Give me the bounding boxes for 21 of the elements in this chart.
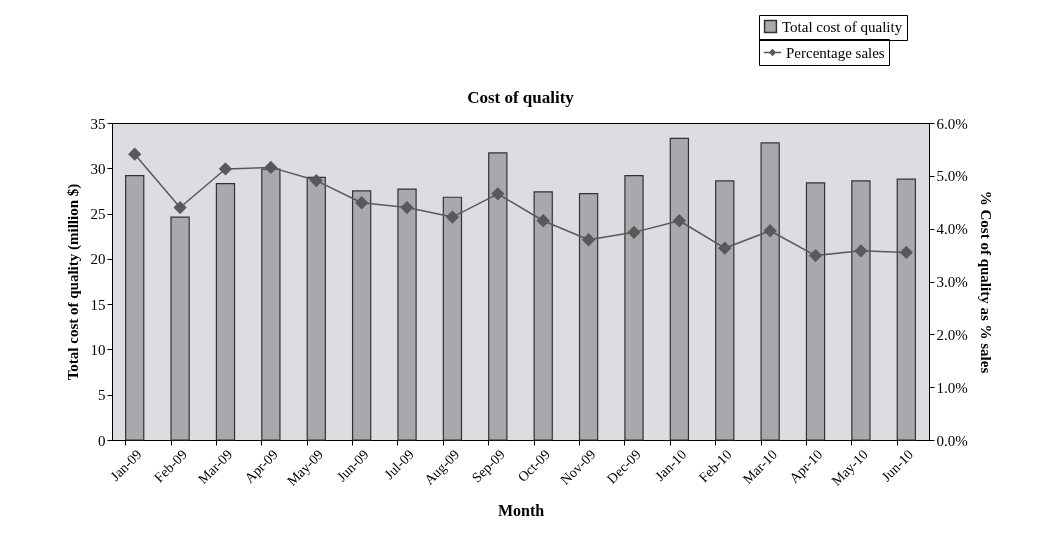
y2-tick-label: 0.0%: [936, 432, 968, 449]
y-tick-label: 5: [98, 387, 106, 404]
y-tick-label: 35: [90, 115, 106, 132]
y2-axis-title: % Cost of quality as % sales: [977, 190, 994, 374]
y-tick-label: 20: [90, 251, 106, 268]
y2-tick-label: 1.0%: [936, 379, 968, 396]
y-tick-label: 15: [90, 296, 106, 313]
legend-label: Percentage sales: [786, 44, 885, 61]
y2-tick-label: 5.0%: [936, 168, 968, 185]
y-tick-label: 30: [90, 160, 106, 177]
y-axis-title: Total cost of quality (million $): [64, 183, 82, 381]
chart-title: Cost of quality: [467, 87, 575, 107]
x-axis-title: Month: [497, 501, 545, 519]
y-tick-label: 0: [98, 432, 106, 449]
y2-tick-label: 2.0%: [936, 326, 968, 343]
y2-tick-label: 6.0%: [936, 115, 968, 132]
y2-tick-label: 3.0%: [936, 274, 968, 290]
legend-label: Total cost of quality: [782, 18, 903, 35]
y-tick-label: 10: [90, 341, 106, 358]
y2-tick-label: 4.0%: [936, 221, 968, 238]
y-tick-label: 25: [90, 206, 106, 223]
